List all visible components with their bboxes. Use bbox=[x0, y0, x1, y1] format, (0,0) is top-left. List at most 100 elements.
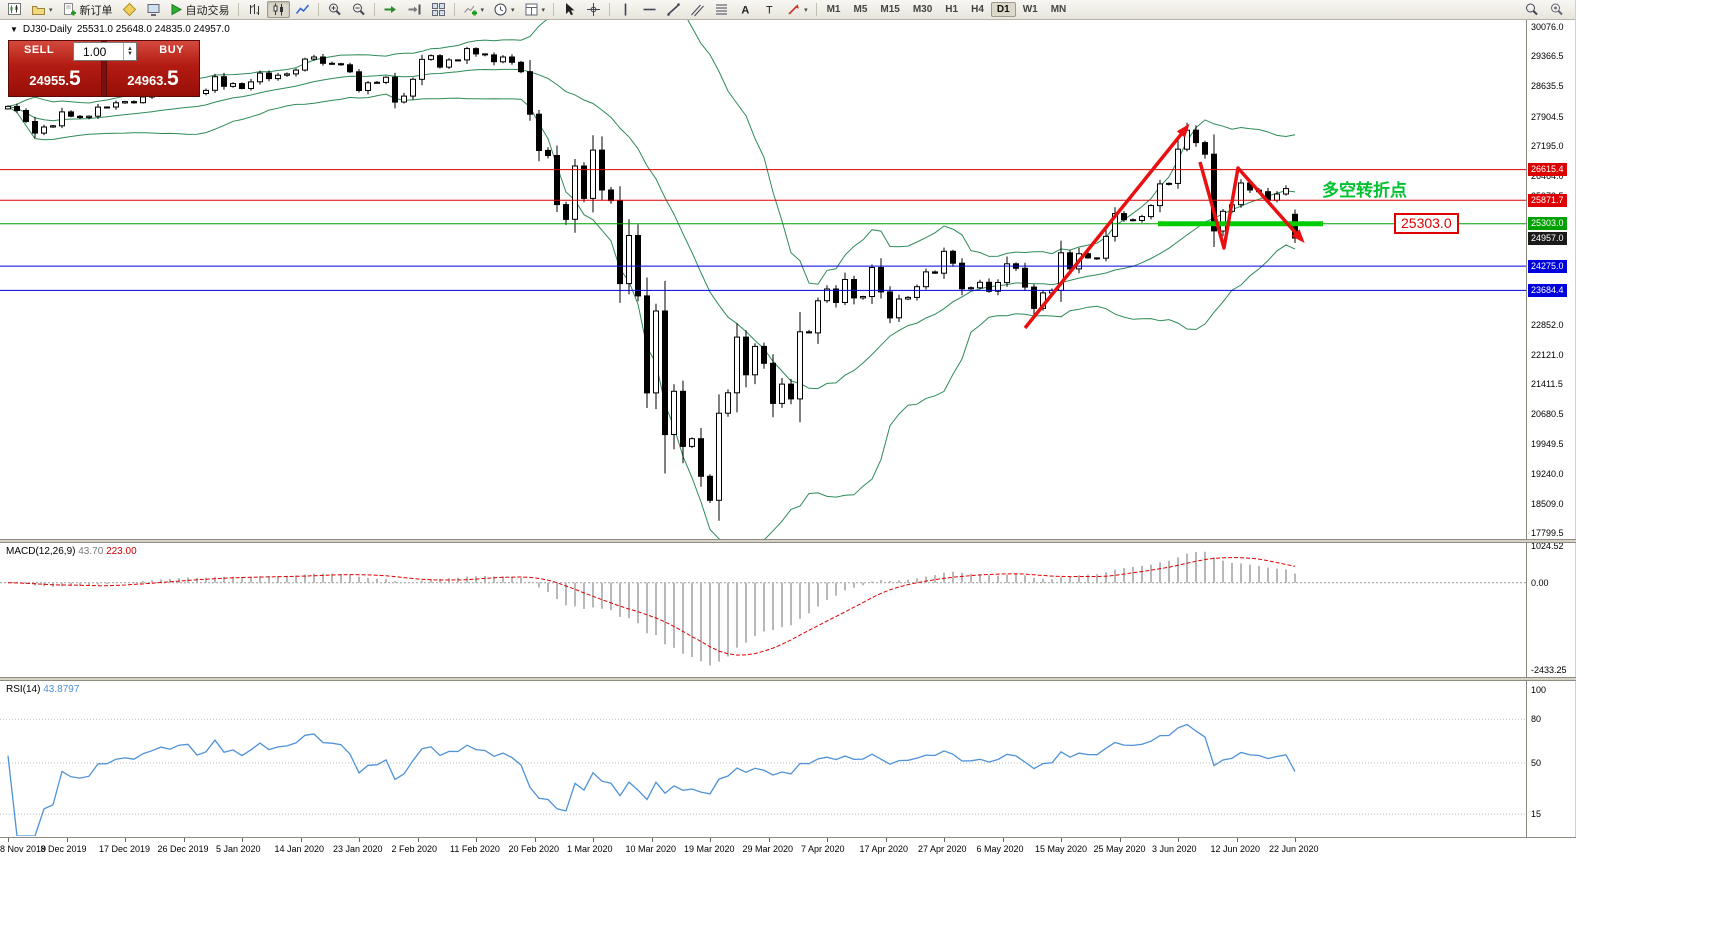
crosshair-icon[interactable] bbox=[582, 1, 605, 18]
date-label: 2 Feb 2020 bbox=[391, 844, 438, 854]
auto-trading-button[interactable]: 自动交易 bbox=[166, 1, 234, 18]
bollinger-bands bbox=[7, 20, 1296, 539]
date-label: 17 Apr 2020 bbox=[859, 844, 909, 854]
equidistant-channel-icon[interactable] bbox=[686, 1, 709, 18]
main-chart-canvas[interactable] bbox=[0, 20, 1526, 539]
timeframe-mn-button[interactable]: MN bbox=[1050, 4, 1067, 15]
horizontal-line-icon[interactable] bbox=[638, 1, 661, 18]
date-tick bbox=[66, 838, 68, 842]
arrows-tool-icon[interactable]: ▾ bbox=[782, 1, 812, 18]
volume-spinner[interactable]: ▲ ▼ bbox=[123, 43, 136, 60]
date-label: 27 Apr 2020 bbox=[918, 844, 967, 854]
price-tick-label: 29366.5 bbox=[1531, 51, 1564, 62]
chart-profiles-icon[interactable]: ▾ bbox=[27, 1, 57, 18]
rsi-tick-label: 15 bbox=[1531, 809, 1542, 820]
timeframe-h1-button[interactable]: H1 bbox=[945, 4, 959, 15]
rsi-chart-canvas[interactable] bbox=[0, 681, 1526, 836]
new-order-icon bbox=[63, 3, 76, 16]
volume-down-icon[interactable]: ▼ bbox=[127, 50, 133, 57]
metaeditor-icon[interactable] bbox=[118, 1, 141, 18]
sell-price: 24955.5 bbox=[29, 67, 81, 90]
main-toolbar: ▾ 新订单 自动交易 ▾ ▾ ▾ A T ▾ M1 M5 M15 bbox=[0, 0, 1575, 20]
horizontal-level-lines[interactable] bbox=[0, 169, 1526, 291]
date-label: 20 Feb 2020 bbox=[508, 844, 560, 854]
price-axis[interactable]: 30076.029366.528635.527904.527195.026464… bbox=[1527, 20, 1575, 539]
timeframe-m30-button[interactable]: M30 bbox=[912, 4, 933, 15]
volume-input[interactable]: 1.00 ▲ ▼ bbox=[73, 42, 137, 61]
buy-label: BUY bbox=[159, 44, 184, 56]
price-level-badge: 23684.4 bbox=[1528, 283, 1567, 297]
rsi-tick-label: 50 bbox=[1531, 758, 1542, 768]
price-level-badge: 24275.0 bbox=[1528, 259, 1567, 273]
vertical-line-icon[interactable] bbox=[614, 1, 637, 18]
terminal-window: ▾ 新订单 自动交易 ▾ ▾ ▾ A T ▾ M1 M5 M15 bbox=[0, 0, 1576, 859]
date-tick bbox=[534, 838, 536, 842]
panel-separator[interactable] bbox=[0, 677, 1576, 681]
chart-title: ▼ DJ30-Daily 25531.0 25648.0 24835.0 249… bbox=[10, 24, 230, 35]
price-tick-label: 27904.5 bbox=[1531, 111, 1564, 122]
timeframe-m15-button[interactable]: M15 bbox=[880, 4, 900, 15]
macd-axis[interactable]: 1024.52 0.00 -2433.25 bbox=[1527, 541, 1575, 677]
indicators-icon[interactable]: ▾ bbox=[459, 1, 489, 18]
price-level-badge: 25303.0 bbox=[1528, 217, 1567, 231]
price-level-badge: 25871.7 bbox=[1528, 193, 1567, 207]
date-tick bbox=[125, 838, 126, 842]
label-tool-icon[interactable]: T bbox=[758, 1, 781, 18]
timeframe-h4-button[interactable]: H4 bbox=[971, 4, 984, 15]
chart-shift-icon[interactable] bbox=[403, 1, 426, 18]
sell-label: SELL bbox=[24, 44, 55, 56]
date-tick bbox=[710, 838, 711, 842]
new-chart-icon[interactable] bbox=[3, 1, 26, 18]
macd-tick-label: -2433.25 bbox=[1531, 665, 1567, 675]
date-label: 12 Jun 2020 bbox=[1210, 844, 1261, 854]
templates-icon[interactable]: ▾ bbox=[520, 1, 550, 18]
timeframe-m1-button[interactable]: M1 bbox=[826, 4, 841, 15]
volume-up-icon[interactable]: ▲ bbox=[127, 45, 133, 52]
zoom-out-icon[interactable] bbox=[347, 1, 370, 18]
line-chart-icon[interactable] bbox=[291, 1, 314, 18]
play-icon bbox=[171, 3, 182, 16]
date-axis[interactable]: 8 Nov 2019 8 Dec 2019 17 Dec 2019 26 Dec 20… bbox=[0, 837, 1576, 859]
date-tick bbox=[183, 838, 185, 842]
fibonacci-icon[interactable] bbox=[710, 1, 733, 18]
terminal-icon[interactable] bbox=[142, 1, 165, 18]
level-label-box[interactable]: 25303.0 bbox=[1394, 213, 1459, 234]
trend-arrows[interactable] bbox=[1023, 123, 1305, 330]
new-order-button[interactable]: 新订单 bbox=[58, 1, 117, 18]
zoom-in-icon[interactable] bbox=[323, 1, 346, 18]
toolbar-separator bbox=[553, 3, 555, 16]
panel-separator[interactable] bbox=[0, 539, 1576, 543]
text-tool-icon[interactable]: A bbox=[734, 1, 757, 18]
cursor-icon[interactable] bbox=[558, 1, 581, 18]
bar-chart-icon[interactable] bbox=[243, 1, 266, 18]
toolbar-separator bbox=[373, 3, 375, 16]
date-tick bbox=[1002, 838, 1004, 842]
date-tick bbox=[1119, 838, 1121, 842]
macd-chart-canvas[interactable] bbox=[0, 543, 1526, 677]
price-tick-label: 22121.0 bbox=[1531, 349, 1564, 360]
date-label: 22 Jun 2020 bbox=[1269, 844, 1319, 854]
svg-text:T: T bbox=[766, 5, 773, 17]
periods-clock-icon[interactable]: ▾ bbox=[489, 1, 519, 18]
candlestick-chart-icon[interactable] bbox=[266, 1, 290, 18]
rsi-axis[interactable]: 100 80 50 15 bbox=[1527, 681, 1575, 836]
symbol-search-icon[interactable] bbox=[1545, 1, 1568, 18]
date-tick bbox=[1295, 838, 1296, 842]
auto-scroll-icon[interactable] bbox=[379, 1, 402, 18]
date-label: 3 Jun 2020 bbox=[1152, 844, 1197, 854]
date-tick bbox=[768, 838, 770, 842]
toolbar-separator bbox=[317, 3, 319, 16]
search-icon[interactable] bbox=[1520, 1, 1543, 18]
timeframe-m5-button[interactable]: M5 bbox=[853, 4, 868, 15]
trendline-icon[interactable] bbox=[662, 1, 685, 18]
date-tick bbox=[8, 838, 9, 842]
timeframe-d1-button[interactable]: D1 bbox=[990, 2, 1016, 17]
timeframe-w1-button[interactable]: W1 bbox=[1022, 4, 1038, 15]
rsi-tick-label: 100 bbox=[1531, 685, 1547, 695]
rsi-line bbox=[7, 723, 1296, 836]
symbol-period-label: DJ30-Daily bbox=[22, 24, 72, 35]
one-click-collapse-icon[interactable]: ▼ bbox=[10, 25, 18, 34]
price-tick-label: 27195.0 bbox=[1531, 140, 1564, 151]
tile-windows-icon[interactable] bbox=[427, 1, 450, 18]
turning-point-annotation[interactable]: 多空转折点 bbox=[1322, 181, 1407, 200]
